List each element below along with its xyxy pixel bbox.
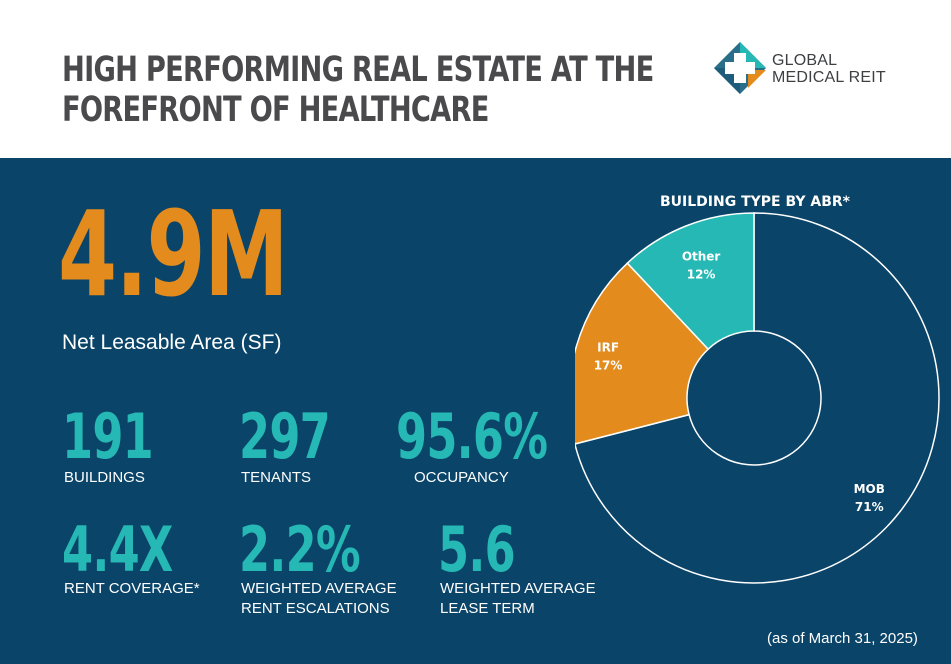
page-title: HIGH PERFORMING REAL ESTATE AT THE FOREF… <box>62 50 654 130</box>
company-logo: GLOBAL MEDICAL REIT <box>712 40 912 98</box>
logo-wordmark: GLOBAL MEDICAL REIT <box>772 52 886 86</box>
building-type-chart: BUILDING TYPE BY ABR* MOB 71% IRF 17% Other 1… <box>568 186 951 586</box>
stat-label: TENANTS <box>241 469 312 486</box>
stat-label-line-1: WEIGHTED AVERAGE <box>241 580 397 597</box>
slice-other <box>626 212 755 351</box>
stat-value: 297 <box>239 400 331 473</box>
donut-chart: BUILDING TYPE BY ABR* MOB 71% IRF 17% Other 1… <box>568 194 940 584</box>
slice-label-mob: MOB <box>854 482 885 496</box>
slice-label-other: Other <box>682 249 721 263</box>
chart-title: BUILDING TYPE BY ABR* <box>660 194 851 210</box>
stat-rent-escalations: 2.2% WEIGHTED AVERAGE RENT ESCALATIONS <box>239 513 407 618</box>
stat-value: 4.4X <box>62 513 173 586</box>
as-of-date: (as of March 31, 2025) <box>767 630 918 647</box>
logo-line-2: MEDICAL REIT <box>772 69 886 86</box>
stat-buildings: 191 BUILDINGS <box>62 400 188 487</box>
headline-label: Net Leasable Area (SF) <box>62 331 282 354</box>
stat-label: WEIGHTED AVERAGE RENT ESCALATIONS <box>241 579 397 619</box>
slice-value-mob: 71% <box>855 500 884 514</box>
header: HIGH PERFORMING REAL ESTATE AT THE FOREF… <box>0 0 951 158</box>
stat-value: 5.6 <box>438 513 516 586</box>
stat-label-line-2: RENT ESCALATIONS <box>241 600 390 617</box>
slice-mob <box>573 212 940 584</box>
stat-label: WEIGHTED AVERAGE LEASE TERM <box>440 579 596 619</box>
stat-value: 191 <box>62 400 154 473</box>
stat-label: OCCUPANCY <box>414 469 509 486</box>
logo-line-1: GLOBAL <box>772 52 838 69</box>
stat-label: RENT COVERAGE* <box>64 580 200 597</box>
stat-tenants: 297 TENANTS <box>239 400 365 487</box>
stat-label: BUILDINGS <box>64 469 145 486</box>
medical-cross-logo-icon <box>714 42 766 94</box>
stat-lease-term: 5.6 WEIGHTED AVERAGE LEASE TERM <box>438 513 596 618</box>
slice-value-irf: 17% <box>594 359 623 373</box>
slice-value-other: 12% <box>687 267 716 281</box>
stat-rent-coverage: 4.4X RENT COVERAGE* <box>62 513 216 598</box>
stat-value: 2.2% <box>239 513 361 586</box>
stat-label-line-2: LEASE TERM <box>440 600 535 617</box>
stat-occupancy: 95.6% OCCUPANCY <box>396 400 606 487</box>
title-line-2: FOREFRONT OF HEALTHCARE <box>62 90 489 130</box>
stat-value: 95.6% <box>396 400 548 473</box>
stat-label-line-1: WEIGHTED AVERAGE <box>440 580 596 597</box>
slice-label-irf: IRF <box>597 341 619 355</box>
headline-value: 4.9M <box>58 185 289 323</box>
title-line-1: HIGH PERFORMING REAL ESTATE AT THE <box>62 50 654 90</box>
